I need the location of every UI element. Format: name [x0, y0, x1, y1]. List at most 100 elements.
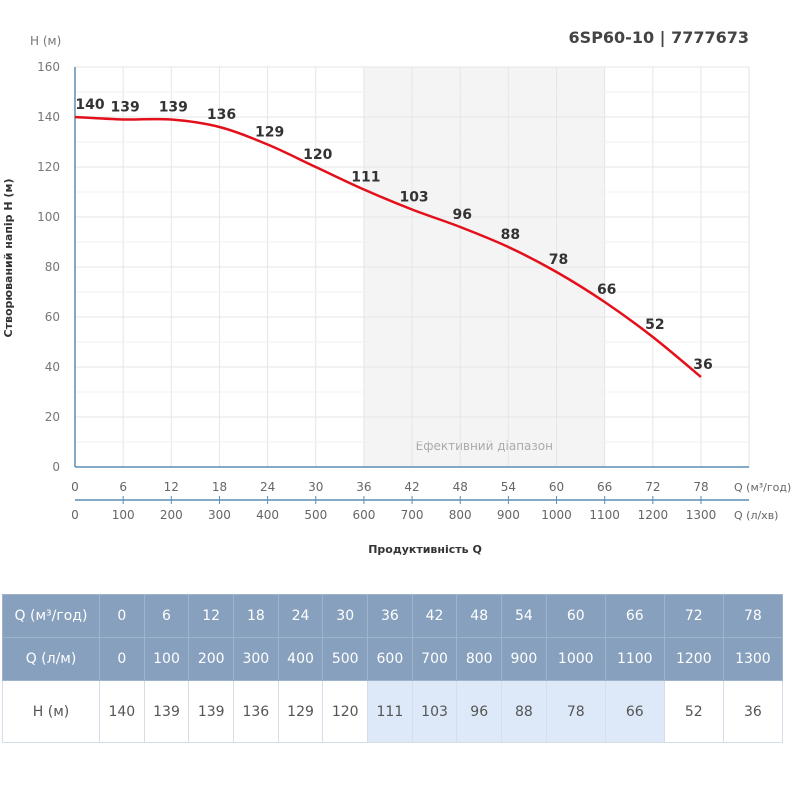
table-cell-q-m3: 12	[188, 594, 235, 638]
y-tick-label: 0	[52, 460, 60, 474]
table-cell-q-l: 200	[188, 637, 235, 681]
table-cell-q-l: 100	[143, 637, 190, 681]
table-cell-h: 139	[188, 680, 235, 743]
x-axis-title: Продуктивність Q	[368, 543, 482, 556]
table-cell-q-m3: 60	[545, 594, 606, 638]
y-tick-label: 60	[45, 310, 60, 324]
x2-tick-label: 1100	[589, 508, 620, 522]
table-cell-h: 36	[722, 680, 784, 743]
table-cell-q-l: 1200	[663, 637, 724, 681]
table-cell-q-m3: 24	[277, 594, 324, 638]
y-axis-title: Створюваний напір H (м)	[2, 179, 15, 338]
x-tick-label: 0	[71, 480, 79, 494]
data-label: 103	[399, 190, 428, 206]
data-table: Q (м³/год) 0 6 12 18 24 30 36 42 48 54 60 66 72 78 Q (…	[2, 594, 784, 743]
x-tick-label: 12	[164, 480, 179, 494]
x2-tick-label: 300	[208, 508, 231, 522]
y-unit-label: H (м)	[30, 34, 61, 48]
data-label: 139	[111, 100, 140, 116]
table-cell-q-l: 1300	[722, 637, 784, 681]
table-cell-h: 140	[99, 680, 145, 743]
x-tick-label: 66	[597, 480, 612, 494]
x2-tick-label: 600	[352, 508, 375, 522]
table-cell-h: 111	[367, 680, 413, 743]
data-label: 139	[159, 100, 188, 116]
table-cell-q-m3: 36	[367, 594, 413, 638]
x2-tick-label: 0	[71, 508, 79, 522]
x2-tick-label: 1300	[686, 508, 717, 522]
table-cell-q-m3: 54	[501, 594, 547, 638]
row-label-h: H (м)	[2, 680, 100, 743]
x2-tick-label: 100	[112, 508, 135, 522]
table-cell-q-l: 700	[411, 637, 458, 681]
data-label: 66	[597, 282, 616, 298]
x2-tick-label: 1000	[541, 508, 572, 522]
data-label: 140	[75, 97, 104, 113]
x-tick-label: 6	[119, 480, 127, 494]
y-tick-label: 40	[45, 360, 60, 374]
x-tick-label: 42	[404, 480, 419, 494]
table-cell-h: 129	[277, 680, 324, 743]
y-tick-label: 140	[37, 110, 60, 124]
pump-curve-chart: Ефективний діапазон020406080100120140160…	[2, 28, 791, 556]
data-label: 136	[207, 107, 236, 123]
table-cell-q-m3: 42	[411, 594, 458, 638]
table-cell-q-m3: 78	[722, 594, 784, 638]
table-cell-h: 66	[604, 680, 665, 743]
x2-tick-label: 700	[401, 508, 424, 522]
x2-tick-label: 900	[497, 508, 520, 522]
data-label: 88	[501, 227, 520, 243]
table-cell-h: 120	[322, 680, 369, 743]
data-label: 120	[303, 147, 332, 163]
data-label: 129	[255, 125, 284, 141]
x-tick-label: 78	[693, 480, 708, 494]
table-cell-q-l: 400	[277, 637, 324, 681]
y-tick-label: 120	[37, 160, 60, 174]
data-label: 36	[693, 357, 712, 373]
table-cell-h: 88	[501, 680, 547, 743]
y-tick-label: 100	[37, 210, 60, 224]
head-curve	[74, 115, 702, 378]
data-label: 96	[452, 207, 471, 223]
table-cell-q-m3: 66	[604, 594, 665, 638]
y-tick-label: 160	[37, 60, 60, 74]
table-cell-q-l: 600	[367, 637, 413, 681]
table-cell-q-m3: 48	[456, 594, 503, 638]
x2-tick-label: 200	[160, 508, 183, 522]
x-tick-label: 30	[308, 480, 323, 494]
table-cell-h: 96	[456, 680, 503, 743]
table-cell-h: 136	[233, 680, 279, 743]
x2-tick-label: 1200	[638, 508, 669, 522]
x-tick-label: 60	[549, 480, 564, 494]
x2-tick-label: 800	[449, 508, 472, 522]
y-tick-label: 20	[45, 410, 60, 424]
table-cell-h: 52	[663, 680, 724, 743]
table-cell-q-m3: 30	[322, 594, 369, 638]
table-cell-h: 139	[143, 680, 190, 743]
x-tick-label: 48	[453, 480, 468, 494]
table-cell-q-l: 800	[456, 637, 503, 681]
x-tick-label: 72	[645, 480, 660, 494]
x-tick-label: 36	[356, 480, 371, 494]
x-tick-label: 24	[260, 480, 275, 494]
x2-unit-label: Q (л/хв)	[734, 509, 778, 522]
data-label: 52	[645, 317, 664, 333]
data-label: 111	[351, 170, 380, 186]
table-cell-q-l: 900	[501, 637, 547, 681]
table-cell-q-l: 300	[233, 637, 279, 681]
table-cell-q-m3: 18	[233, 594, 279, 638]
x-unit-label: Q (м³/год)	[734, 481, 791, 494]
table-cell-h: 103	[411, 680, 458, 743]
row-label-q-m3: Q (м³/год)	[2, 594, 100, 638]
table-cell-h: 78	[545, 680, 606, 743]
table-cell-q-m3: 0	[99, 594, 145, 638]
y-tick-label: 80	[45, 260, 60, 274]
x2-tick-label: 500	[304, 508, 327, 522]
row-label-q-l: Q (л/м)	[2, 637, 100, 681]
table-cell-q-l: 1100	[604, 637, 665, 681]
x2-tick-label: 400	[256, 508, 279, 522]
efficient-range-label: Ефективний діапазон	[416, 439, 553, 453]
table-cell-q-l: 1000	[545, 637, 606, 681]
table-cell-q-m3: 6	[143, 594, 190, 638]
chart-title: 6SP60-10 | 7777673	[569, 28, 749, 48]
